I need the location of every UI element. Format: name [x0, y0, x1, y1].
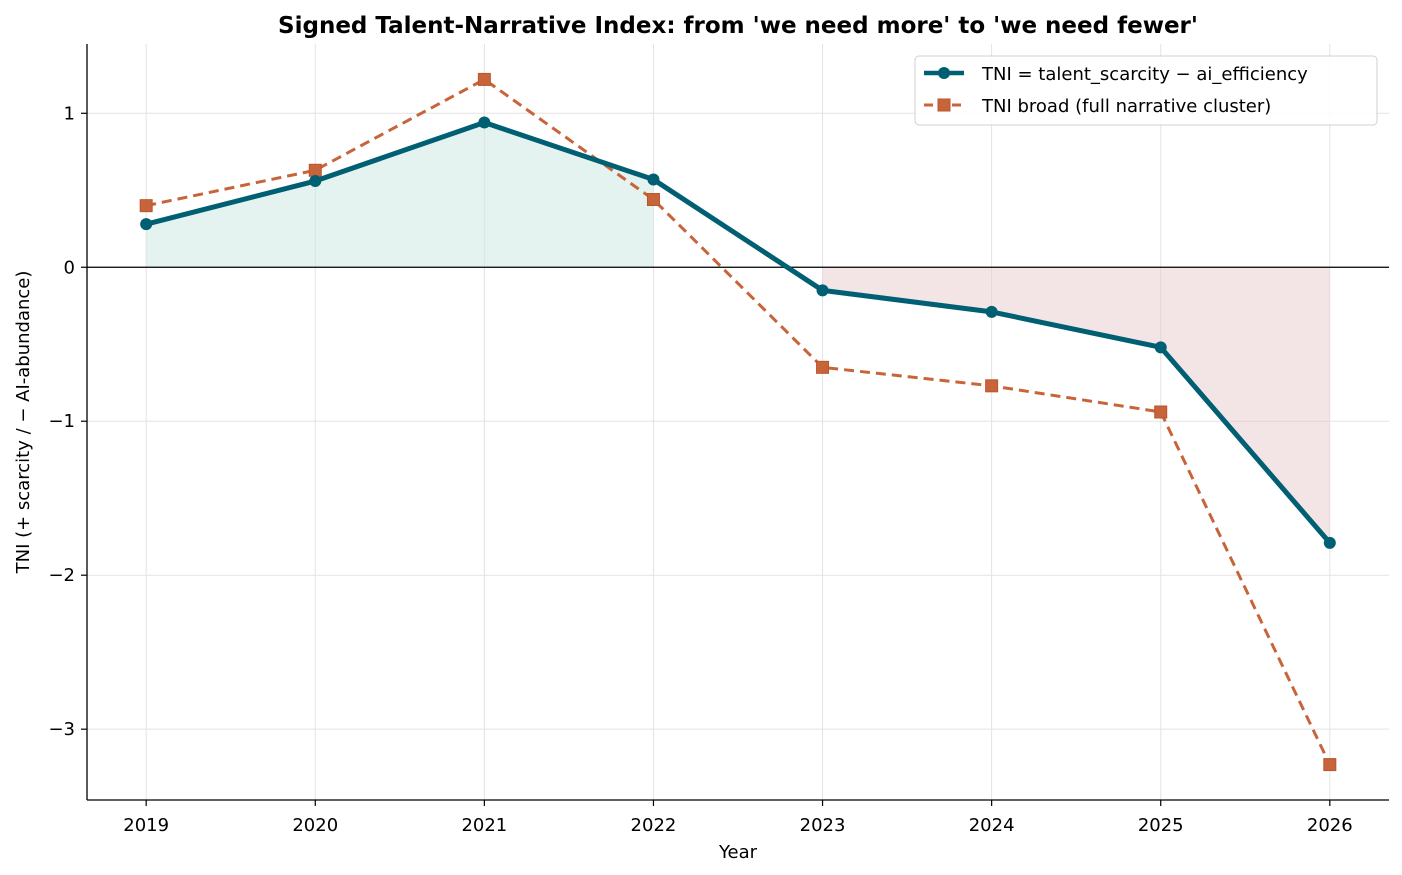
y-axis-label: TNI (+ scarcity / − AI-abundance) — [13, 271, 34, 575]
y-tick-label: −1 — [48, 411, 75, 432]
y-tick-label: −2 — [48, 565, 75, 586]
data-point — [816, 360, 830, 374]
legend-marker-1 — [937, 98, 951, 112]
data-point — [985, 379, 999, 393]
data-point — [140, 218, 153, 231]
data-point — [1323, 536, 1336, 549]
y-tick-label: 1 — [64, 103, 75, 124]
data-point — [309, 175, 322, 188]
legend-label-1: TNI broad (full narrative cluster) — [981, 96, 1271, 117]
legend-marker-0 — [938, 67, 950, 79]
y-tick-label: −3 — [48, 719, 75, 740]
negative-area-fill — [822, 267, 1330, 543]
data-point — [1154, 341, 1167, 354]
legend-label-0: TNI = talent_scarcity − ai_efficiency — [981, 64, 1308, 85]
legend: TNI = talent_scarcity − ai_efficiency TN… — [914, 55, 1378, 126]
positive-area-fill — [146, 122, 654, 268]
x-tick-label: 2020 — [292, 815, 338, 836]
x-tick-label: 2023 — [800, 815, 846, 836]
x-tick-label: 2026 — [1307, 815, 1353, 836]
series-1 — [139, 72, 1337, 772]
legend-box — [914, 55, 1378, 126]
series-layer — [139, 72, 1337, 772]
x-tick-label: 2022 — [631, 815, 677, 836]
axes — [86, 44, 1389, 801]
y-tick-label: 0 — [64, 257, 75, 278]
data-point — [985, 305, 998, 318]
data-point — [646, 193, 660, 207]
series-0 — [140, 116, 1336, 549]
y-ticks: 1 0 −1 −2 −3 — [48, 103, 87, 740]
data-point — [816, 284, 829, 297]
grid-lines — [87, 44, 1389, 800]
x-tick-label: 2019 — [123, 815, 169, 836]
data-point — [647, 173, 660, 186]
x-ticks: 2019 2020 2021 2022 2023 2024 2025 2026 — [123, 800, 1353, 836]
data-point — [478, 116, 491, 129]
data-point — [1154, 405, 1168, 419]
x-tick-label: 2021 — [461, 815, 507, 836]
x-tick-label: 2025 — [1138, 815, 1184, 836]
chart-title: Signed Talent-Narrative Index: from 'we … — [278, 13, 1198, 39]
x-tick-label: 2024 — [969, 815, 1015, 836]
data-point — [139, 199, 153, 213]
data-point — [1323, 758, 1337, 772]
series-line-0 — [145, 120, 1332, 545]
x-axis-label: Year — [718, 842, 758, 863]
series-line-1 — [145, 77, 1332, 766]
area-fills — [146, 122, 1330, 543]
data-point — [477, 72, 491, 86]
data-point — [308, 163, 322, 177]
